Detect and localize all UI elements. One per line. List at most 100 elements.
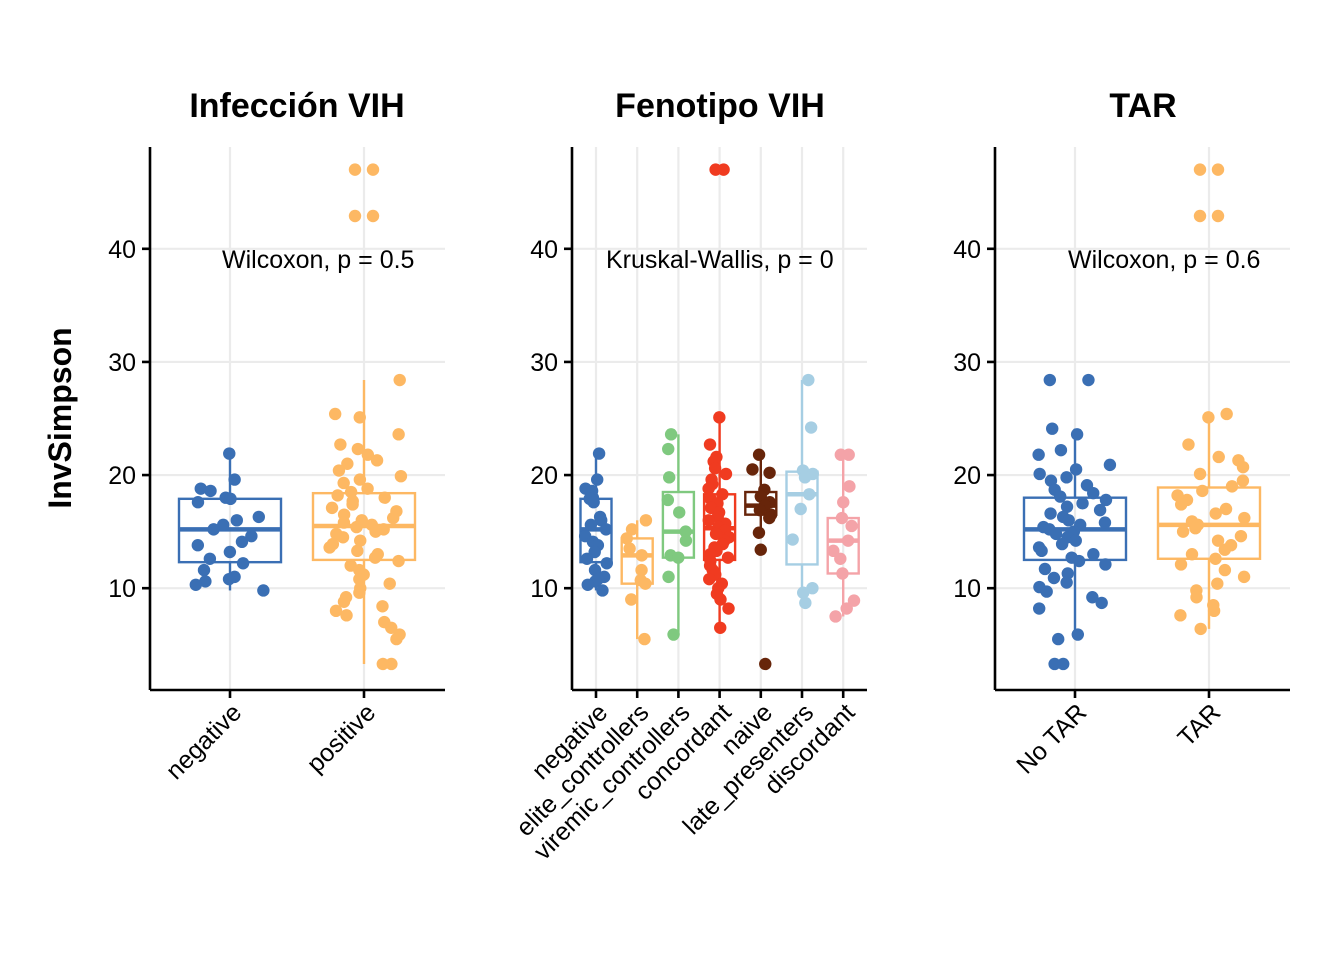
data-point <box>639 577 652 590</box>
data-point <box>325 501 339 515</box>
data-point <box>228 473 241 486</box>
data-point <box>340 609 353 622</box>
data-point <box>635 563 648 577</box>
data-point <box>714 621 727 634</box>
data-point <box>386 511 400 525</box>
data-point <box>1202 411 1215 424</box>
data-point <box>806 581 819 595</box>
data-point <box>1054 490 1067 503</box>
data-point <box>1033 602 1046 615</box>
data-point <box>672 551 685 564</box>
data-point <box>840 602 853 615</box>
data-point <box>714 593 727 606</box>
data-point <box>361 482 374 495</box>
y-tick-label: 30 <box>530 349 558 377</box>
data-point <box>719 467 733 481</box>
group-concordant <box>702 163 737 634</box>
panel-1: Fenotipo VIH Kruskal-Wallis, p = 0 10 20 30 4… <box>511 87 867 866</box>
data-point <box>1032 448 1045 461</box>
data-point <box>252 510 265 524</box>
data-point <box>679 525 692 538</box>
group-No TAR <box>1022 373 1128 671</box>
x-tick-label: positive <box>302 698 382 778</box>
y-tick-label: 40 <box>953 236 981 264</box>
data-point <box>392 428 405 441</box>
data-point <box>350 520 363 534</box>
data-point <box>763 511 776 525</box>
data-point <box>592 447 606 460</box>
data-point <box>331 489 344 502</box>
data-point <box>587 496 600 509</box>
data-point <box>797 586 810 599</box>
data-point <box>836 567 849 580</box>
data-point <box>1057 657 1070 671</box>
data-point <box>390 632 403 646</box>
data-point <box>341 457 354 470</box>
data-point <box>230 514 243 527</box>
data-point <box>393 373 406 387</box>
data-point <box>1047 571 1061 585</box>
data-point <box>337 516 351 529</box>
data-point <box>717 163 730 176</box>
data-point <box>763 466 776 479</box>
data-point <box>1189 522 1202 535</box>
data-point <box>1218 543 1231 556</box>
data-point <box>1087 548 1100 561</box>
data-point <box>834 552 847 565</box>
y-axis-label: InvSimpson <box>42 327 78 508</box>
data-point <box>1046 422 1059 435</box>
data-point <box>842 448 855 461</box>
data-point <box>1218 563 1232 577</box>
data-point <box>1060 471 1073 484</box>
data-point <box>847 594 861 607</box>
data-point <box>368 551 382 564</box>
data-point <box>197 563 211 577</box>
data-point <box>580 552 594 565</box>
y-tick-label: 30 <box>953 349 981 377</box>
data-point <box>581 578 594 591</box>
data-point <box>1070 428 1084 441</box>
data-point <box>638 632 651 646</box>
data-point <box>1185 548 1199 561</box>
data-point <box>786 533 799 546</box>
panel-title: Fenotipo VIH <box>615 87 825 125</box>
data-point <box>625 593 638 606</box>
data-point <box>1194 622 1207 636</box>
group-viremic_controllers <box>661 428 696 641</box>
data-point <box>661 493 675 507</box>
data-point <box>1060 500 1074 513</box>
y-tick-label: 10 <box>108 575 136 603</box>
data-point <box>369 525 382 538</box>
data-point <box>1069 463 1083 476</box>
data-point <box>722 602 735 615</box>
data-point <box>802 373 815 387</box>
data-point <box>841 534 855 547</box>
data-point <box>370 454 384 467</box>
data-point <box>708 462 722 475</box>
data-point <box>845 519 858 533</box>
data-point <box>1190 591 1203 604</box>
data-point <box>337 476 350 490</box>
panel-0: Infección VIH Wilcoxon, p = 0.5 10 20 30 40 ne… <box>108 87 445 785</box>
data-point <box>1211 577 1224 590</box>
data-point <box>1099 558 1112 571</box>
data-point <box>673 506 686 519</box>
data-point <box>1095 596 1108 610</box>
data-point <box>348 163 362 176</box>
data-point <box>752 526 766 539</box>
y-tick-label: 40 <box>108 236 136 264</box>
data-point <box>394 469 408 483</box>
y-tick-label: 30 <box>108 349 136 377</box>
data-point <box>667 628 680 641</box>
data-point <box>224 492 237 506</box>
data-point <box>1174 609 1187 622</box>
data-point <box>1044 507 1057 520</box>
data-point <box>620 532 633 545</box>
data-point <box>1236 474 1250 487</box>
data-point <box>721 551 735 564</box>
data-point <box>703 438 717 451</box>
data-point <box>1055 537 1069 551</box>
data-point <box>1049 527 1063 541</box>
data-point <box>1071 628 1084 641</box>
data-point <box>1219 502 1233 516</box>
